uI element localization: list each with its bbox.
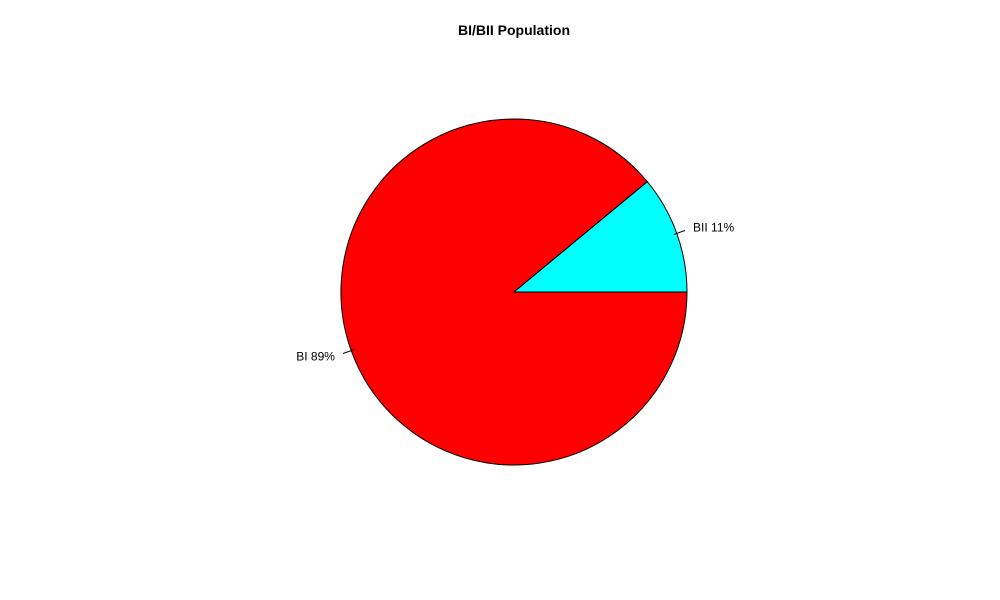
pie-slices bbox=[340, 118, 688, 466]
pie-labels: BI 89% BII 11% bbox=[296, 221, 734, 364]
pie-label-tick-bi bbox=[342, 348, 355, 355]
pie-label-tick-bii bbox=[673, 229, 686, 236]
pie-label-bi: BI 89% bbox=[296, 349, 335, 363]
chart-title: BI/BII Population bbox=[458, 22, 570, 38]
pie-label-bii: BII 11% bbox=[693, 221, 734, 235]
